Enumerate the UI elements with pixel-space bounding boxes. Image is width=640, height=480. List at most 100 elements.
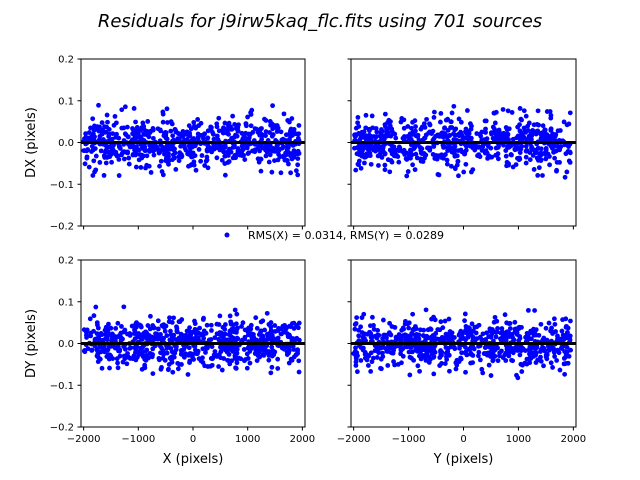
data-point [187,360,192,365]
data-point [544,109,550,114]
data-point [289,156,295,162]
data-point [104,354,110,359]
data-point [142,356,148,362]
data-point [393,334,399,340]
data-point [281,111,287,117]
data-point [442,361,448,366]
data-point [353,359,359,365]
data-point [252,126,258,131]
data-point [157,163,162,169]
data-point [126,161,132,167]
data-point [426,360,432,365]
data-point [130,126,135,131]
data-point [121,125,127,131]
data-point [389,345,395,351]
data-point [443,351,449,356]
data-point [503,137,508,143]
data-point [139,152,145,158]
data-point [99,131,105,137]
panel-dy-vs-y: −2000 −1000 0 1000 2000 Y (pixels) [337,259,586,467]
data-point [144,336,150,342]
data-point [391,152,396,158]
data-point [477,154,483,160]
data-point [160,109,166,115]
data-point [126,155,132,161]
data-point [273,147,279,153]
data-point [532,350,537,356]
data-point [117,347,123,353]
data-point [87,316,93,322]
data-point [386,117,392,123]
y-tick-label: 0.0 [58,339,74,350]
data-point [459,350,465,356]
data-point [495,156,501,162]
data-point [151,152,157,158]
data-point [254,325,260,331]
data-point [495,326,500,331]
data-point [115,320,121,326]
data-point [561,119,567,125]
data-point [191,159,197,165]
data-point [443,345,449,350]
legend-label: RMS(X) = 0.0314, RMS(Y) = 0.0289 [248,229,444,242]
data-point [210,356,215,362]
data-point [524,148,530,153]
data-point [493,152,499,158]
data-point [222,120,228,126]
data-point [231,144,237,150]
data-point [444,157,450,163]
data-point [381,317,386,323]
scatter-points [81,304,302,377]
data-point [296,151,302,156]
data-point [387,147,393,153]
data-point [501,130,507,136]
data-point [437,355,443,360]
data-point [465,334,471,340]
data-point [258,336,264,342]
data-point [268,122,273,128]
data-point [206,337,212,343]
data-point [407,333,413,339]
data-point [409,125,414,131]
data-point [133,347,139,353]
y-tick-label: 0.2 [58,55,74,66]
data-point [195,117,201,122]
data-point [371,355,376,361]
data-point [247,360,253,366]
data-point [125,351,130,356]
data-point [421,121,427,126]
data-point [209,328,214,333]
data-point [428,327,434,332]
data-point [279,345,285,351]
data-point [159,169,165,174]
data-point [359,134,365,140]
data-point [204,322,210,328]
data-point [276,326,281,331]
data-point [193,167,199,173]
data-point [472,147,478,153]
data-point [272,323,278,328]
data-point [242,334,248,340]
data-point [165,120,170,125]
data-point [382,111,388,117]
data-point [178,351,184,357]
data-point [554,148,560,154]
data-point [163,130,169,136]
y-axis-label: DX (pixels) [24,107,39,178]
data-point [115,365,121,371]
data-point [271,352,277,358]
data-point [172,150,178,156]
data-point [193,347,198,353]
data-point [550,365,555,370]
data-point [469,169,474,175]
data-point [355,120,361,126]
data-point [230,113,236,119]
data-point [364,357,370,363]
data-point [483,126,488,132]
data-point [432,156,438,161]
data-point [244,145,250,151]
data-point [296,123,302,128]
data-point [514,372,519,378]
y-tick-label: −0.2 [50,222,74,233]
data-point [239,149,245,154]
